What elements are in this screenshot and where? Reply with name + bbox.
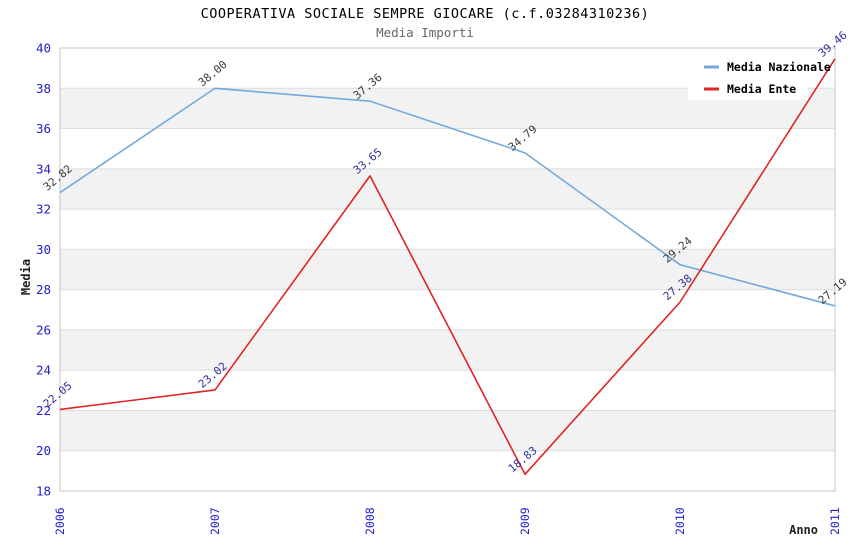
y-tick-label: 28 [36,282,51,297]
legend-box [688,54,808,100]
x-tick-label: 2006 [53,507,67,535]
x-tick-label: 2009 [518,507,532,535]
x-axis-title: Anno [789,523,818,537]
y-tick-label: 26 [36,322,51,337]
y-tick-label: 18 [36,484,51,499]
plot-band [60,168,835,210]
y-tick-label: 20 [36,443,51,458]
series-line-media-nazionale [59,87,836,307]
y-tick-label: 30 [36,242,51,257]
plot-border [59,47,836,492]
x-tick-label: 2010 [673,507,687,535]
plot-band [60,370,835,411]
series-line-media-ente [59,58,836,476]
plot-band [60,450,835,491]
y-tick-label: 38 [36,81,51,96]
y-tick-label: 34 [36,161,51,176]
plot-band [60,249,835,290]
plot-band [60,128,835,169]
chart-title: COOPERATIVA SOCIALE SEMPRE GIOCARE (c.f.… [200,6,650,22]
y-tick-label: 24 [36,363,51,378]
legend-label-media-ente: Media Ente [727,82,796,96]
y-tick-label: 32 [36,202,51,217]
y-tick-label: 22 [36,403,51,418]
y-tick-label: 36 [36,121,51,136]
plot-band [60,289,835,330]
legend-label-media-nazionale: Media Nazionale [727,60,831,74]
x-tick-label: 2008 [363,507,377,535]
plot-band [60,209,835,250]
chart-subtitle: Media Importi [376,25,474,40]
plot-band [60,329,835,371]
x-tick-label: 2011 [828,507,842,535]
y-axis-title: Media [19,259,33,295]
y-tick-label: 40 [36,41,51,56]
x-tick-label: 2007 [208,507,222,535]
plot-band [60,410,835,451]
